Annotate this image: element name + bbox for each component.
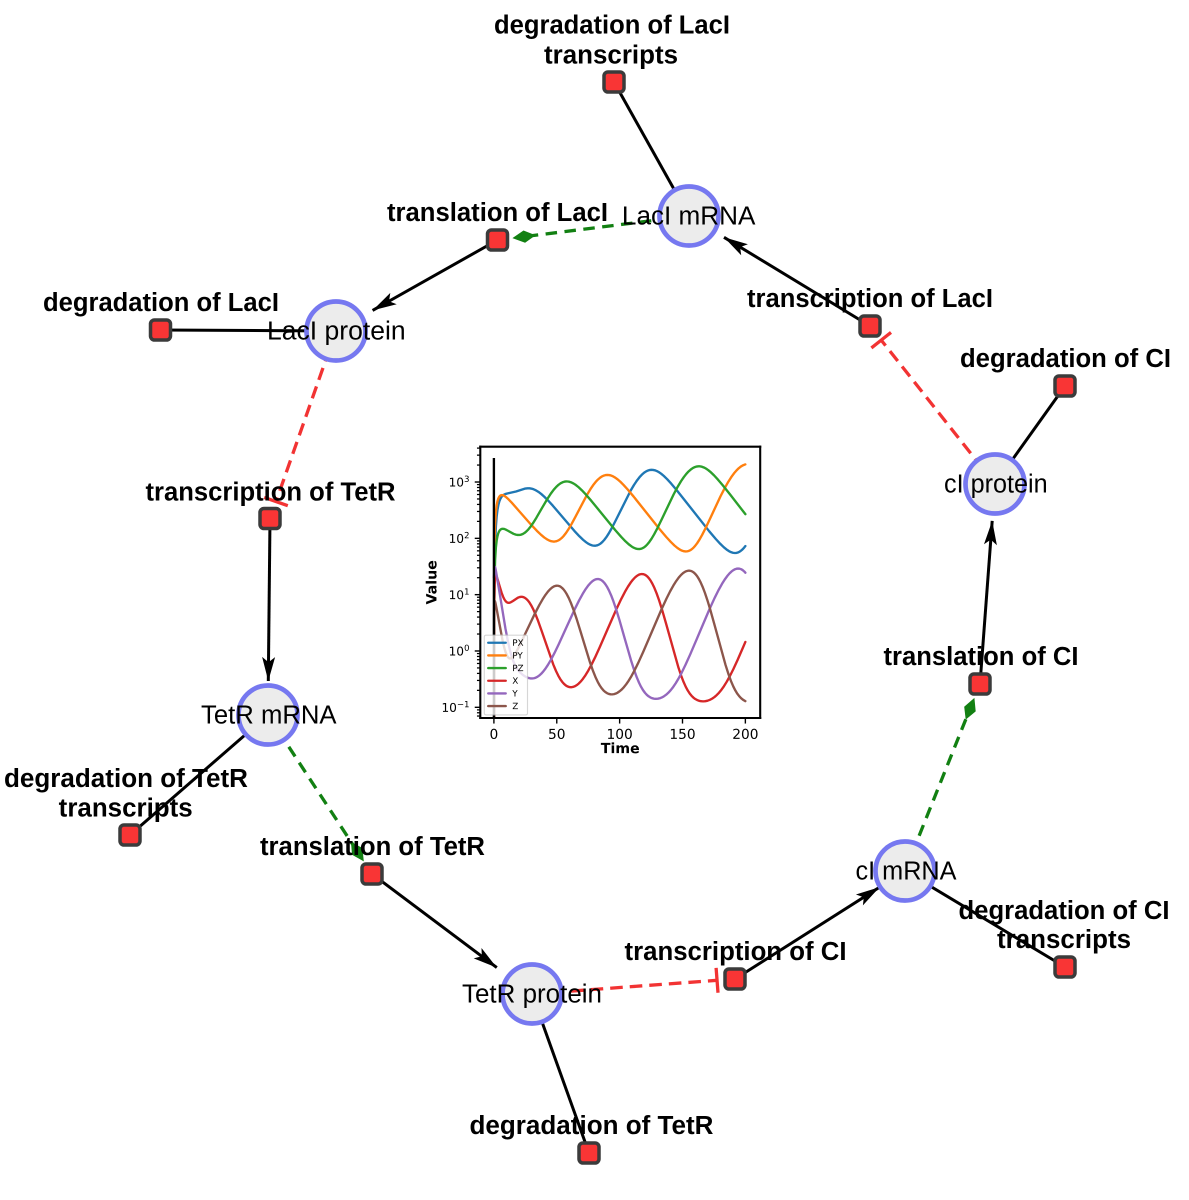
svg-text:degradation of CI: degradation of CI xyxy=(960,345,1171,373)
svg-text:degradation of TetR: degradation of TetR xyxy=(470,1112,714,1140)
svg-text:transcripts: transcripts xyxy=(997,926,1131,954)
svg-text:LacI mRNA: LacI mRNA xyxy=(622,203,756,231)
svg-text:transcription of LacI: transcription of LacI xyxy=(747,285,993,313)
svg-text:translation of LacI: translation of LacI xyxy=(387,199,608,227)
svg-text:degradation of LacI: degradation of LacI xyxy=(43,289,279,317)
svg-text:degradation of LacI: degradation of LacI xyxy=(494,11,730,39)
svg-text:translation of CI: translation of CI xyxy=(884,643,1079,671)
svg-text:translation of TetR: translation of TetR xyxy=(260,833,485,861)
svg-text:cI mRNA: cI mRNA xyxy=(856,858,957,886)
svg-text:transcription of CI: transcription of CI xyxy=(625,938,847,966)
svg-text:degradation of TetR: degradation of TetR xyxy=(4,765,248,793)
svg-text:degradation of CI: degradation of CI xyxy=(959,897,1170,925)
svg-text:TetR protein: TetR protein xyxy=(462,981,602,1009)
svg-text:transcripts: transcripts xyxy=(59,795,193,823)
svg-text:transcription of TetR: transcription of TetR xyxy=(146,479,396,507)
svg-text:transcripts: transcripts xyxy=(544,42,678,70)
svg-text:LacI protein: LacI protein xyxy=(267,318,406,346)
svg-text:TetR mRNA: TetR mRNA xyxy=(201,702,337,730)
svg-text:cI protein: cI protein xyxy=(944,471,1048,499)
